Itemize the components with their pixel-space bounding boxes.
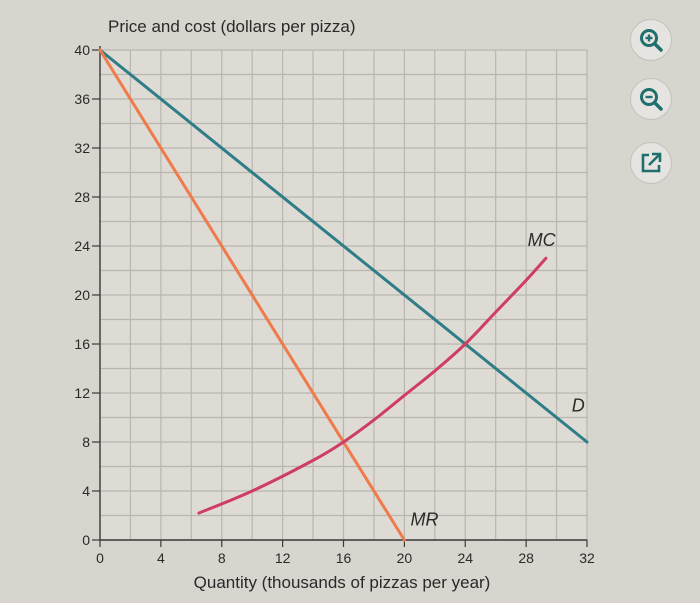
zoom-in-icon: [640, 29, 663, 52]
x-tick-label: 24: [457, 550, 473, 566]
series-line-mc: [197, 256, 548, 515]
x-tick-label: 28: [518, 550, 534, 566]
y-tick-labels: 0 4 8 12 16 20 24 28 32 36 40: [74, 42, 90, 548]
x-tick-label: 12: [275, 550, 291, 566]
axes: [92, 46, 588, 547]
series-line-d: [98, 48, 589, 444]
x-tick-label: 32: [579, 550, 595, 566]
y-tick-label: 8: [82, 434, 90, 450]
zoom-in-button[interactable]: [630, 19, 672, 61]
zoom-out-icon: [640, 88, 663, 111]
y-tick-label: 24: [74, 238, 90, 254]
y-tick-label: 28: [74, 189, 90, 205]
series-label-mr: MR: [410, 509, 438, 529]
series-line-mr: [98, 48, 406, 542]
x-tick-label: 4: [157, 550, 165, 566]
y-axis-title: Price and cost (dollars per pizza): [108, 17, 356, 36]
x-tick-label: 0: [96, 550, 104, 566]
x-tick-label: 20: [397, 550, 413, 566]
open-in-new-window-button[interactable]: [630, 142, 672, 184]
y-tick-label: 32: [74, 140, 90, 156]
y-tick-label: 12: [74, 385, 90, 401]
y-tick-label: 40: [74, 42, 90, 58]
x-tick-label: 16: [336, 550, 352, 566]
y-tick-label: 36: [74, 91, 90, 107]
series-labels: D MR MC: [410, 230, 584, 529]
y-tick-label: 20: [74, 287, 90, 303]
series-lines: [98, 48, 589, 542]
chart: 0 4 8 12 16 20 24 28 32 0 4 8 12 16 20 24 28 32 36 40 D MR M…: [74, 17, 595, 592]
y-tick-label: 16: [74, 336, 90, 352]
external-link-icon: [641, 152, 662, 173]
series-label-mc: MC: [528, 230, 557, 250]
y-tick-label: 0: [82, 532, 90, 548]
x-tick-labels: 0 4 8 12 16 20 24 28 32: [96, 550, 595, 566]
zoom-out-button[interactable]: [630, 78, 672, 120]
x-axis-title: Quantity (thousands of pizzas per year): [194, 573, 491, 592]
series-label-d: D: [572, 395, 585, 415]
y-tick-label: 4: [82, 483, 90, 499]
x-tick-label: 8: [218, 550, 226, 566]
